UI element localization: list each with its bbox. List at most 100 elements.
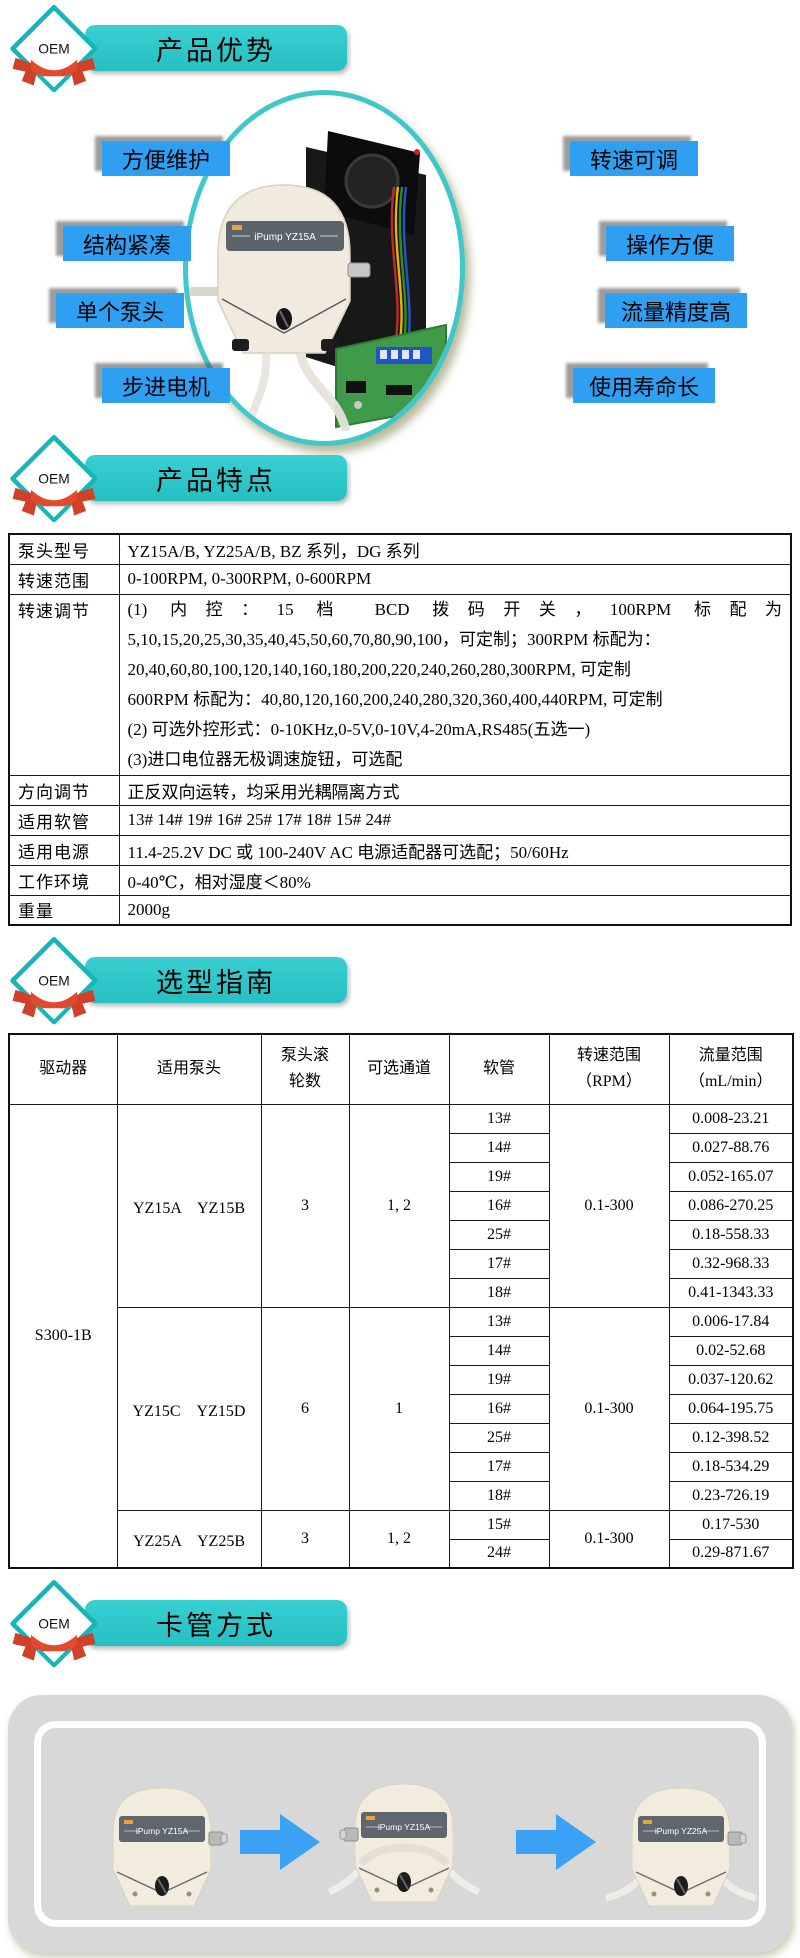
pump-cell: YZ25A YZ25B [116,1509,262,1569]
flow-cell: 0.006-17.84 [668,1306,794,1337]
flow-cell: 0.32-968.33 [668,1248,794,1279]
rpm-cell: 0.1-300 [548,1509,670,1569]
table-row: 17# 0.32-968.33 [9,1248,794,1279]
flow-cell: 0.18-558.33 [668,1219,794,1250]
spec-label-cell: 适用电源 [8,834,120,866]
oem-badge-text: OEM [38,471,69,486]
section-title: 产品特点 [156,465,276,496]
col-header-channels: 可选通道 [348,1033,450,1105]
spec-value-line: (1) 内控：15 档 BCD 拨码开关，100RPM 标配为 [127,599,783,619]
tube-cell: 14# [448,1335,550,1366]
spec-label-cell: 转速范围 [8,563,120,595]
feature-text: 步进电机 [121,374,210,400]
spec-label-cell: 工作环境 [8,864,120,896]
oem-badge-text: OEM [38,973,69,988]
flow-cell: 0.008-23.21 [668,1103,794,1134]
spec-value-line: 5,10,15,20,25,30,35,40,45,50,60,70,80,90… [127,629,661,649]
table-row: 16# 0.064-195.75 [9,1393,794,1424]
spec-table: 泵头型号 YZ15A/B, YZ25A/B, BZ 系列，DG 系列 转速范围 … [8,533,792,926]
feature-label: 步进电机 [102,368,230,403]
spec-value-cell: YZ15A/B, YZ25A/B, BZ 系列，DG 系列 [118,533,792,565]
product-photo-circle: iPump YZ15A [183,90,465,446]
feature-text: 单个泵头 [75,299,164,325]
feature-text: 流量精度高 [620,299,731,325]
section-title-bar: 选型指南 [85,957,347,1003]
table-row: 19# 0.052-165.07 [9,1161,794,1192]
col-header-rpm: 转速范围 （RPM） [548,1033,670,1105]
flow-cell: 0.037-120.62 [668,1364,794,1395]
oem-badge: OEM [10,1579,98,1668]
feature-text: 转速可调 [589,147,678,173]
tube-cell: 17# [448,1248,550,1279]
table-row: 25# 0.18-558.33 [9,1219,794,1250]
table-row: YZ25A YZ25B 3 1, 2 15# 0.1-300 0.17-530 [9,1509,794,1569]
spec-value-cell: 13# 14# 19# 16# 25# 17# 18# 15# 24# [118,804,792,836]
section-title: 选型指南 [156,967,276,998]
table-row: 19# 0.037-120.62 [9,1364,794,1395]
feature-text: 方便维护 [121,147,210,173]
rpm-cell: 0.1-300 [548,1306,670,1511]
rollers-cell: 3 [260,1103,350,1308]
spec-value-cell: 0-100RPM, 0-300RPM, 0-600RPM [118,563,792,595]
right-arrow-icon [240,1814,320,1870]
panel-inner-frame [34,1721,766,1927]
spec-value-cell: 正反双向运转，均采用光耦隔离方式 [118,774,792,806]
tube-cell: 16# [448,1393,550,1424]
spec-label-cell: 重量 [8,894,120,926]
pump-head-step2: iPump YZ15A [327,1783,481,1903]
tube-cell: 18# [448,1480,550,1511]
spec-value-cell: 11.4-25.2V DC 或 100-240V AC 电源适配器可选配；50/… [118,834,792,866]
flow-cell: 0.29-871.67 [668,1538,794,1569]
table-row: 24# 0.29-871.67 [9,1538,794,1569]
spec-value-line: 600RPM 标配为：40,80,120,160,200,240,280,320… [127,689,663,709]
oem-badge-text: OEM [38,41,69,56]
table-row: 25# 0.12-398.52 [9,1422,794,1453]
rollers-cell: 3 [260,1509,350,1569]
flow-cell: 0.086-270.25 [668,1190,794,1221]
tube-cell: 25# [448,1219,550,1250]
table-row: 14# 0.027-88.76 [9,1132,794,1163]
tube-cell: 25# [448,1422,550,1453]
tube-cell: 16# [448,1190,550,1221]
oem-badge: OEM [10,434,98,523]
pump-cell: YZ15A YZ15B [116,1103,262,1308]
table-row: 17# 0.18-534.29 [9,1451,794,1482]
selection-header-row: 驱动器 适用泵头 泵头滚 轮数 可选通道 软管 转速范围 （RPM） 流量范围 … [8,1033,794,1105]
tube-cell: 19# [448,1364,550,1395]
feature-label: 操作方便 [606,226,734,261]
tube-cell: 15# [448,1509,550,1540]
oem-badge: OEM [10,4,98,93]
table-row: 18# 0.23-726.19 [9,1480,794,1511]
channels-cell: 1, 2 [348,1509,450,1569]
table-row: 18# 0.41-1343.33 [9,1277,794,1308]
section-title-bar: 产品特点 [85,455,347,501]
channels-cell: 1 [348,1306,450,1511]
spec-label-cell: 泵头型号 [8,533,120,565]
tube-cell: 24# [448,1538,550,1569]
section-title: 卡管方式 [156,1610,276,1641]
tube-cell: 19# [448,1161,550,1192]
feature-label: 转速可调 [570,141,698,176]
flow-cell: 0.052-165.07 [668,1161,794,1192]
feature-text: 使用寿命长 [588,374,699,400]
flow-cell: 0.064-195.75 [668,1393,794,1424]
tube-cell: 13# [448,1103,550,1134]
table-row: YZ15C YZ15D 6 1 13# 0.1-300 0.006-17.84 [9,1306,794,1511]
flow-cell: 0.12-398.52 [668,1422,794,1453]
tube-cell: 18# [448,1277,550,1308]
col-header-pump: 适用泵头 [116,1033,262,1105]
feature-label: 单个泵头 [56,293,184,328]
flow-cell: 0.17-530 [668,1509,794,1540]
section-title-bar: 产品优势 [85,25,347,71]
spec-value-line: 20,40,60,80,100,120,140,160,180,200,220,… [127,659,631,679]
spec-label-cell: 方向调节 [8,774,120,806]
feature-label: 流量精度高 [605,293,747,328]
pump-model-label: iPump YZ15A [254,232,316,243]
feature-label: 方便维护 [102,141,230,176]
right-arrow-icon [516,1814,596,1870]
spec-value-cell: (1) 内控：15 档 BCD 拨码开关，100RPM 标配为 5,10,15,… [118,593,792,776]
flow-cell: 0.027-88.76 [668,1132,794,1163]
feature-text: 结构紧凑 [82,232,171,258]
oem-badge-text: OEM [38,1616,69,1631]
